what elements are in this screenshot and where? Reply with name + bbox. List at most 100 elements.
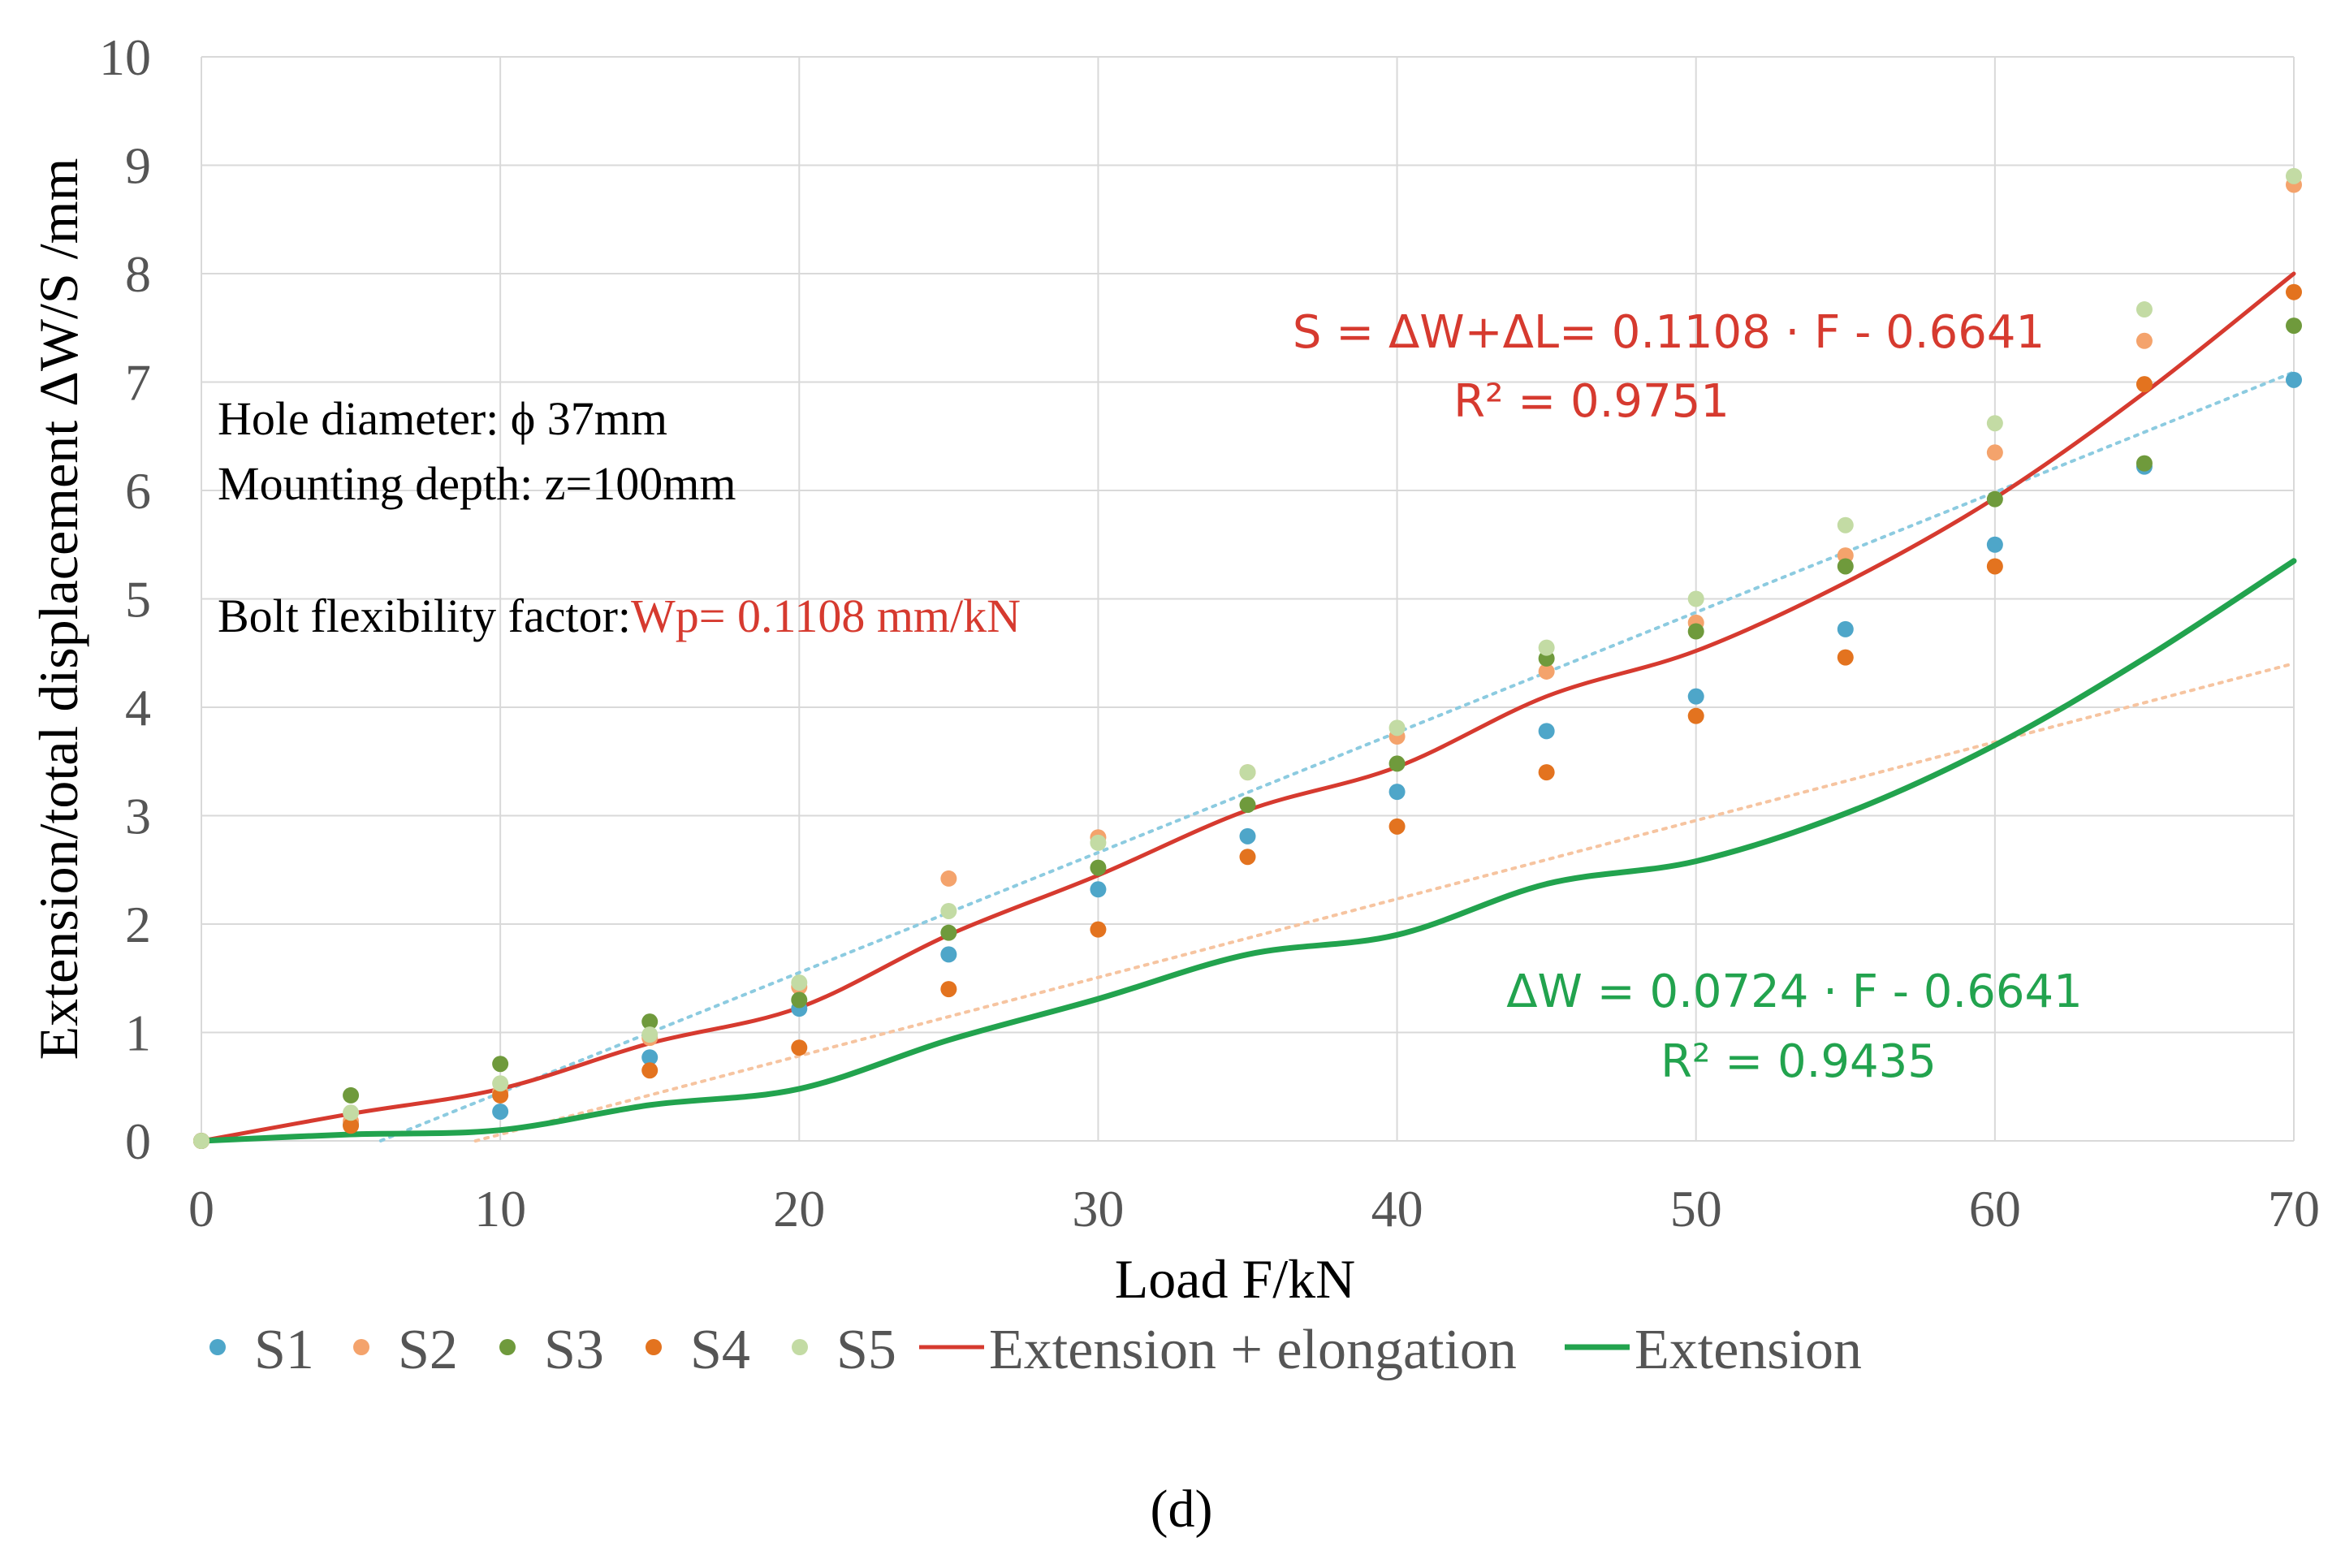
data-point — [2136, 332, 2153, 349]
data-point — [1687, 707, 1704, 724]
legend-label: S4 — [690, 1319, 750, 1381]
data-point — [343, 1117, 360, 1134]
x-tick-label: 70 — [2268, 1180, 2320, 1238]
data-point — [1687, 688, 1704, 705]
data-point — [1538, 723, 1555, 740]
series-line — [199, 271, 2296, 1143]
legend-label: S1 — [254, 1319, 314, 1381]
s-equation: S = ΔW+ΔL= 0.1108 · F - 0.6641 — [1293, 306, 2045, 359]
data-point — [940, 981, 957, 998]
y-tick-label: 2 — [125, 896, 151, 953]
legend-marker — [499, 1339, 516, 1355]
trendline — [378, 370, 2295, 1143]
flexibility-label: Bolt flexibility factor: — [218, 590, 631, 642]
y-tick-label: 1 — [125, 1004, 151, 1062]
y-tick-label: 7 — [125, 354, 151, 412]
legend-label: S5 — [836, 1319, 896, 1381]
legend: S1 S2 S3 S4 S5 Extension + elongation Extensio… — [209, 1319, 1862, 1381]
data-point — [940, 902, 957, 919]
grid — [201, 56, 2295, 1142]
data-point — [2286, 283, 2302, 300]
data-point — [2286, 371, 2302, 388]
data-point — [1239, 797, 1256, 814]
legend-label: S2 — [398, 1319, 458, 1381]
data-point — [940, 924, 957, 941]
data-point — [2286, 317, 2302, 335]
data-point — [1837, 649, 1854, 666]
legend-label: S3 — [544, 1319, 604, 1381]
data-point — [1090, 834, 1107, 851]
data-point — [1837, 558, 1854, 575]
data-point — [641, 1026, 659, 1043]
x-tick-label: 40 — [1371, 1180, 1423, 1238]
y-tick-label: 0 — [125, 1112, 151, 1170]
data-point — [492, 1056, 509, 1073]
data-point — [343, 1086, 360, 1104]
data-point — [193, 1133, 209, 1149]
data-point — [2136, 455, 2153, 472]
data-point — [2136, 376, 2153, 393]
legend-label: Extension — [1635, 1319, 1862, 1381]
flexibility-note: Bolt flexibility factor:Wp= 0.1108 mm/kN — [218, 590, 1021, 642]
data-point — [1986, 558, 2003, 575]
x-tick-label: 10 — [474, 1180, 526, 1238]
data-point — [1986, 536, 2003, 553]
y-tick-label: 5 — [125, 571, 151, 628]
series-points — [193, 167, 2302, 1149]
data-point — [1090, 921, 1107, 938]
mounting-depth-note: Mounting depth: z=100mm — [218, 457, 736, 510]
y-axis-title: Extension/total displacement ΔW/S /mm — [28, 158, 89, 1060]
data-point — [1538, 663, 1555, 680]
legend-marker — [353, 1339, 369, 1355]
data-point — [791, 1039, 808, 1056]
tick-labels: 0 1 2 3 4 5 6 7 8 9 10 0 10 20 30 40 50 60 70 — [99, 28, 2320, 1238]
data-point — [1986, 415, 2003, 432]
y-tick-label: 4 — [125, 679, 151, 736]
data-point — [492, 1086, 509, 1104]
data-point — [641, 1049, 659, 1066]
x-axis-title: Load F/kN — [1115, 1248, 1356, 1310]
data-point — [641, 1013, 659, 1030]
series-lines — [198, 271, 2297, 1144]
x-tick-label: 0 — [188, 1180, 214, 1238]
data-point — [492, 1103, 509, 1120]
data-point — [1239, 849, 1256, 866]
data-point — [1388, 784, 1406, 801]
data-point — [1986, 490, 2003, 508]
hole-diameter-note: Hole diameter: ϕ 37mm — [218, 392, 667, 445]
legend-label: Extension + elongation — [989, 1319, 1517, 1381]
data-point — [1388, 755, 1406, 772]
data-point — [940, 870, 957, 887]
x-tick-label: 60 — [1969, 1180, 2021, 1238]
data-point — [1090, 881, 1107, 898]
legend-marker — [209, 1339, 226, 1355]
figure-caption: (d) — [1151, 1479, 1213, 1539]
data-point — [1388, 818, 1406, 835]
trendlines — [378, 370, 2295, 1143]
data-point — [343, 1104, 360, 1121]
y-tick-label: 10 — [99, 28, 151, 86]
data-point — [641, 1062, 659, 1079]
legend-marker — [646, 1339, 662, 1355]
data-point — [2136, 301, 2153, 318]
y-tick-label: 9 — [125, 137, 151, 195]
data-point — [1538, 639, 1555, 656]
w-equation: ΔW = 0.0724 · F - 0.6641 — [1506, 965, 2083, 1018]
data-point — [1388, 719, 1406, 736]
y-tick-label: 8 — [125, 245, 151, 303]
flexibility-value: Wp= 0.1108 mm/kN — [631, 590, 1021, 642]
x-tick-label: 30 — [1072, 1180, 1124, 1238]
data-point — [791, 991, 808, 1009]
data-point — [492, 1075, 509, 1092]
y-tick-label: 6 — [125, 462, 151, 520]
data-point — [1090, 859, 1107, 876]
data-point — [1687, 590, 1704, 607]
data-point — [791, 974, 808, 991]
y-tick-label: 3 — [125, 788, 151, 845]
series-line — [198, 558, 2297, 1144]
s-r-squared: R² = 0.9751 — [1453, 375, 1730, 428]
data-point — [1538, 764, 1555, 781]
data-point — [1837, 620, 1854, 637]
